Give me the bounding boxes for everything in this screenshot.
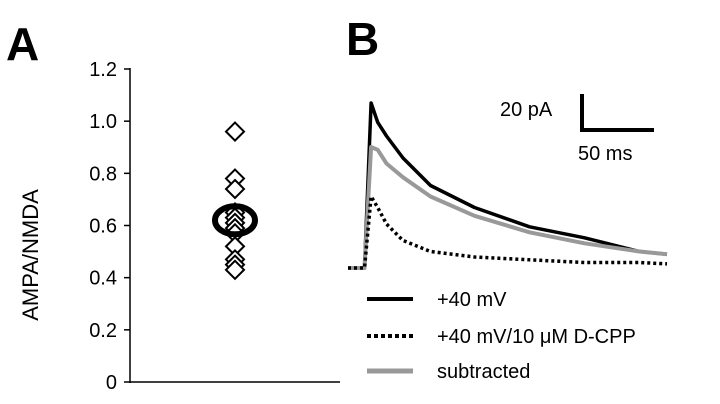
data-point-diamond (224, 178, 246, 200)
legend-label: +40 mV/10 μM D-CPP (437, 326, 636, 348)
legend-label: +40 mV (437, 289, 507, 311)
y-tick-label: 0.8 (89, 163, 117, 185)
trace-40-mv-10-m-d-cpp (348, 194, 668, 270)
mean-marker (212, 203, 258, 238)
trace-subtracted (348, 145, 668, 270)
y-tick-label: 0.2 (89, 320, 117, 342)
scale-time-label: 50 ms (578, 143, 632, 165)
trace-40-mv (348, 101, 668, 270)
data-point-diamond (224, 259, 246, 281)
legend-label: subtracted (437, 361, 530, 383)
y-tick-label: 1.2 (89, 59, 117, 81)
panel-b-label: B (346, 13, 379, 65)
legend: +40 mV +40 mV/10 μM D-CPP subtracted (367, 289, 636, 383)
scale-bar: 20 pA 50 ms (500, 94, 654, 165)
panel-a-label: A (6, 18, 39, 70)
y-tick-label: 0 (106, 372, 117, 394)
y-tick-label: 0.4 (89, 268, 117, 290)
y-tick-label: 1.0 (89, 111, 117, 133)
panel-a-scatter: AMPA/NMDA 0 0.2 0.4 0.6 0.8 1.0 1.2 (18, 59, 340, 394)
y-axis-title: AMPA/NMDA (18, 189, 43, 321)
scale-amplitude-label: 20 pA (500, 99, 553, 121)
y-tick-label: 0.6 (89, 216, 117, 238)
panel-b-traces: 20 pA 50 ms +40 mV +40 mV/10 μM D-CPP subt… (348, 94, 668, 383)
data-point-diamond (224, 121, 246, 143)
